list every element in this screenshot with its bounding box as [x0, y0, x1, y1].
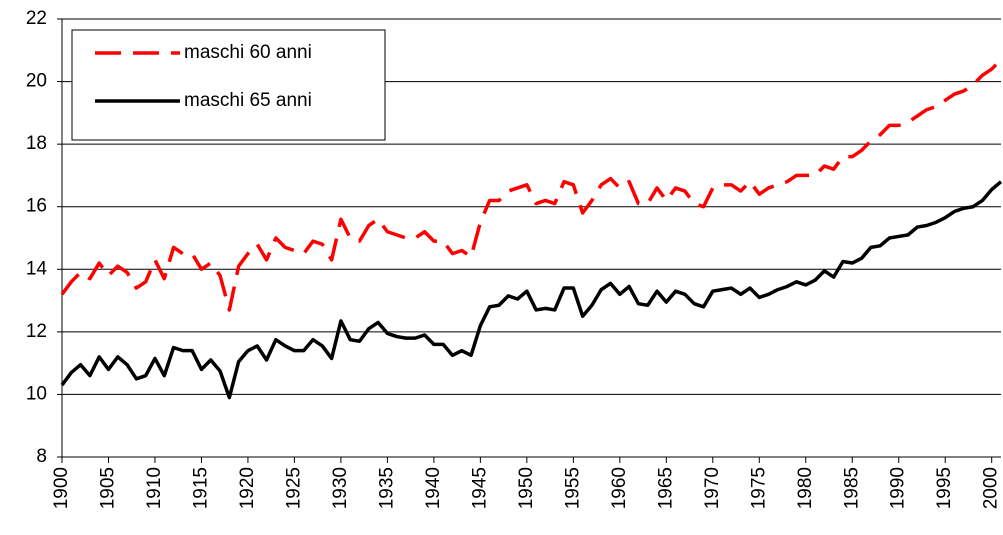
- y-tick-label: 22: [26, 8, 47, 29]
- x-tick-label: 1905: [98, 467, 119, 509]
- y-tick-label: 12: [26, 321, 47, 342]
- x-tick-label: 1985: [841, 467, 862, 509]
- data-line: [60, 58, 1003, 312]
- legend-box: [71, 29, 386, 141]
- y-tick-label: 20: [26, 71, 47, 92]
- x-tick-label: 1995: [934, 467, 955, 509]
- x-tick-label: 2000: [981, 467, 1002, 509]
- x-tick-label: 1920: [237, 467, 258, 509]
- x-tick-label: 1960: [609, 467, 630, 509]
- x-tick-label: 1935: [376, 467, 397, 509]
- x-tick-label: 1970: [702, 467, 723, 509]
- y-tick-label: 8: [36, 446, 47, 467]
- x-tick-label: 1990: [888, 467, 909, 509]
- x-tick-label: 1915: [190, 467, 211, 509]
- x-tick-label: 1945: [469, 467, 490, 509]
- y-tick-label: 16: [26, 196, 47, 217]
- legend-label: maschi 60 anni: [184, 42, 312, 63]
- y-tick-label: 18: [26, 133, 47, 154]
- x-tick-label: 1975: [748, 467, 769, 509]
- x-tick-label: 1940: [423, 467, 444, 509]
- data-line: [60, 180, 1003, 400]
- x-tick-label: 1910: [144, 467, 165, 509]
- x-tick-label: 1980: [795, 467, 816, 509]
- x-tick-label: 1965: [655, 467, 676, 509]
- x-tick-label: 1950: [516, 467, 537, 509]
- x-tick-label: 1900: [51, 467, 72, 509]
- x-tick-label: 1930: [330, 467, 351, 509]
- y-tick-label: 10: [26, 383, 47, 404]
- y-tick-label: 14: [26, 258, 48, 279]
- legend-label: maschi 65 anni: [184, 90, 312, 111]
- x-tick-label: 1955: [562, 467, 583, 509]
- x-tick-label: 1925: [283, 467, 304, 509]
